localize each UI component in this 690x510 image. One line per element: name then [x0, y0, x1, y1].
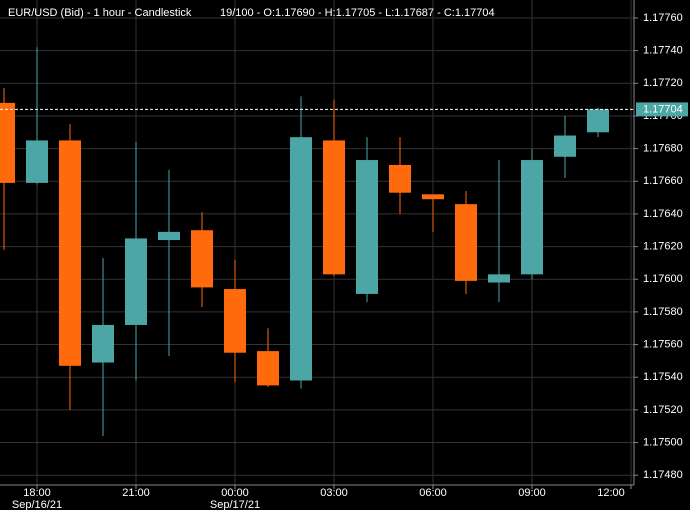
candle-body	[521, 160, 543, 275]
candle-body	[26, 140, 48, 183]
candle-body	[422, 194, 444, 200]
y-tick-label: 1.17660	[643, 175, 683, 187]
last-price-label: 1.17704	[643, 103, 683, 115]
candle-body	[0, 102, 15, 183]
x-tick-label: 18:00	[23, 487, 51, 499]
y-tick-label: 1.17480	[643, 469, 683, 481]
y-tick-label: 1.17560	[643, 338, 683, 350]
candle-body	[389, 164, 411, 193]
y-tick-label: 1.17640	[643, 208, 683, 220]
y-tick-label: 1.17500	[643, 436, 683, 448]
x-tick-label: 09:00	[518, 487, 546, 499]
candle-body	[191, 230, 213, 288]
candle-body	[356, 160, 378, 294]
candle-body	[257, 351, 279, 386]
y-tick-label: 1.17620	[643, 240, 683, 252]
y-tick-label: 1.17680	[643, 143, 683, 155]
candle-body	[224, 289, 246, 353]
y-tick-label: 1.17520	[643, 404, 683, 416]
candle-body	[488, 274, 510, 283]
x-date-label: Sep/16/21	[12, 499, 62, 510]
x-tick-label: 00:00	[221, 487, 249, 499]
x-tick-label: 21:00	[122, 487, 150, 499]
x-tick-label: 12:00	[597, 487, 625, 499]
last-price-box	[636, 102, 688, 117]
y-tick-label: 1.17580	[643, 306, 683, 318]
chart-subtitle: 19/100 - O:1.17690 - H:1.17705 - L:1.176…	[220, 7, 495, 19]
candle-body	[455, 204, 477, 281]
candle-body	[554, 135, 576, 157]
candle-body	[92, 324, 114, 363]
candle-body	[125, 238, 147, 325]
candle-body	[290, 137, 312, 381]
y-tick-label: 1.17540	[643, 371, 683, 383]
candle-body	[587, 109, 609, 133]
candle-body	[59, 140, 81, 366]
y-tick-label: 1.17760	[643, 12, 683, 24]
candle-body	[323, 140, 345, 275]
y-tick-label: 1.17740	[643, 45, 683, 57]
y-tick-label: 1.17600	[643, 273, 683, 285]
y-tick-label: 1.17720	[643, 77, 683, 89]
x-date-label: Sep/17/21	[210, 499, 260, 510]
x-tick-label: 03:00	[320, 487, 348, 499]
chart-title: EUR/USD (Bid) - 1 hour - Candlestick	[8, 7, 192, 19]
x-tick-label: 06:00	[419, 487, 447, 499]
candle-body	[158, 231, 180, 241]
